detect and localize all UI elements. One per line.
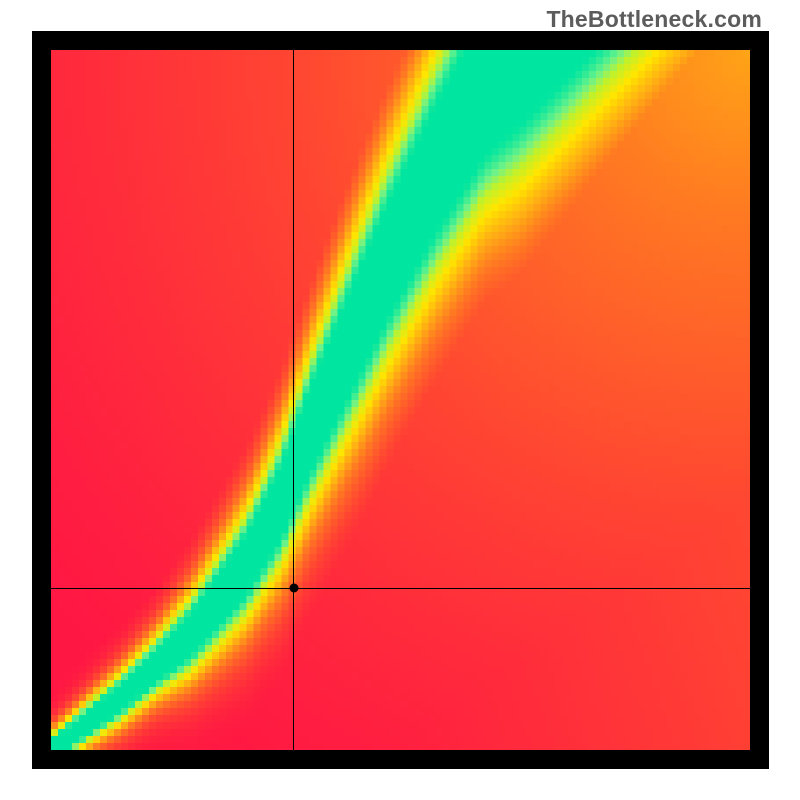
crosshair-marker-dot xyxy=(289,584,298,593)
attribution-text: TheBottleneck.com xyxy=(546,6,762,33)
crosshair-vertical xyxy=(293,50,294,750)
bottleneck-heatmap xyxy=(51,50,750,750)
crosshair-horizontal xyxy=(51,588,750,589)
chart-container: TheBottleneck.com xyxy=(0,0,800,800)
